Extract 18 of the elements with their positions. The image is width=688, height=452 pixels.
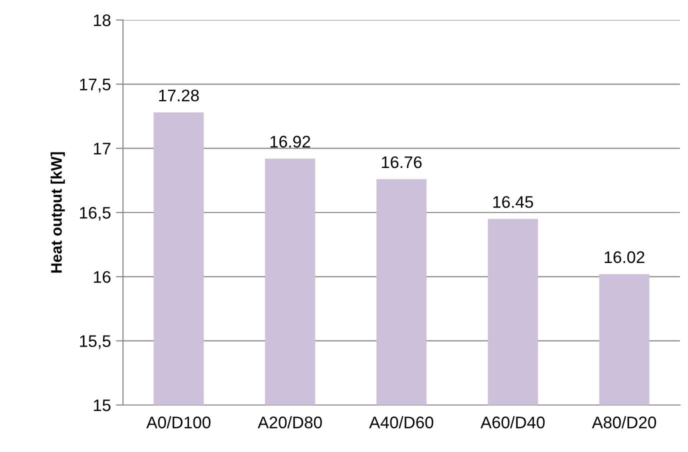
y-tick-label: 16,5: [80, 206, 110, 221]
data-label: 17.28: [159, 90, 199, 102]
x-tick-label: A40/D60: [369, 416, 434, 428]
y-tick-label: 17,5: [80, 78, 110, 92]
data-label: 16.02: [604, 251, 644, 264]
x-tick-label: A80/D20: [592, 416, 656, 428]
y-tick-label: 15: [94, 400, 110, 412]
y-tick-label: 16: [94, 271, 110, 283]
data-label: 16.45: [493, 196, 534, 208]
x-tick-label: A0/D100: [146, 416, 210, 428]
y-tick-label: 15,5: [80, 335, 110, 350]
y-axis-title: Heat output [kW]: [50, 152, 65, 273]
y-tick-label: 18: [94, 14, 110, 26]
x-tick-label: A20/D80: [258, 416, 322, 428]
data-label: 16.92: [270, 136, 310, 148]
data-label: 16.76: [382, 156, 422, 168]
y-tick-label: 17: [94, 142, 110, 154]
x-tick-label: A60/D40: [480, 416, 545, 428]
